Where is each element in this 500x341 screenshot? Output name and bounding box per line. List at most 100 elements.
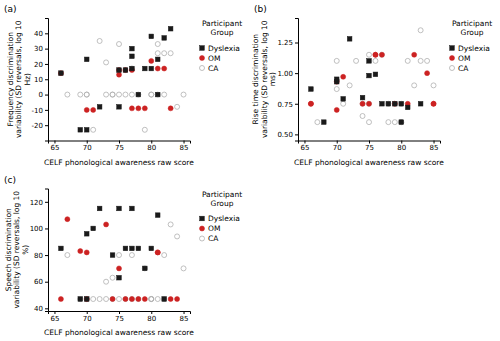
tick-label: 75: [115, 144, 124, 152]
point: [373, 72, 378, 77]
point: [162, 297, 167, 302]
point: [360, 101, 365, 106]
point: [84, 297, 89, 302]
legend-label: OM: [208, 224, 220, 233]
plot-area: [308, 28, 436, 125]
tick-label: 85: [180, 144, 189, 152]
x-axis-title: CELF phonological awareness raw score: [44, 328, 194, 337]
tick: 70: [83, 141, 92, 153]
point: [59, 246, 64, 251]
point: [392, 101, 397, 106]
tick-label: 100: [30, 225, 43, 233]
series: [58, 58, 173, 112]
point: [341, 74, 346, 79]
tick-mark: [401, 141, 402, 144]
point: [149, 92, 154, 97]
point: [104, 279, 109, 284]
legend-entry: Dyslexia: [450, 44, 490, 53]
point: [431, 101, 436, 106]
point: [405, 58, 410, 63]
legend-entry: OM: [200, 54, 221, 63]
tick: 80: [147, 311, 156, 323]
point: [117, 68, 122, 73]
axis-line: [295, 19, 299, 142]
tick: 0.75: [277, 100, 298, 108]
point: [168, 106, 173, 111]
point: [97, 297, 102, 302]
point: [91, 127, 96, 132]
panel-title: (c): [4, 175, 16, 185]
point: [373, 58, 378, 63]
point: [129, 66, 134, 71]
point: [117, 42, 122, 47]
point: [97, 38, 102, 43]
point: [162, 253, 167, 258]
point: [334, 107, 339, 112]
tick-mark: [87, 311, 88, 314]
tick: 65: [50, 311, 59, 323]
point: [91, 226, 96, 231]
y-axis-title: Rise time discriminationvariability (SD …: [251, 20, 277, 138]
point: [65, 253, 70, 258]
tick: 80: [147, 141, 156, 153]
point: [334, 77, 339, 82]
series: [59, 206, 167, 301]
point: [136, 297, 141, 302]
legend-marker: [200, 46, 205, 51]
point: [123, 68, 128, 73]
point: [405, 105, 410, 110]
tick-label: 0.75: [277, 100, 293, 108]
point: [84, 127, 89, 132]
point: [379, 52, 384, 57]
point: [175, 234, 180, 239]
legend-marker: [200, 216, 205, 221]
y-axis: 406080100120: [30, 189, 49, 313]
panel: 65707580850.500.751.001.25(b)CELF phonol…: [251, 4, 492, 167]
tick-label: 80: [397, 144, 406, 152]
tick: 100: [30, 225, 48, 233]
point: [367, 52, 372, 57]
tick-label: 1.00: [277, 70, 293, 78]
y-axis-title: Frequency discriminationvariability (SD …: [6, 20, 32, 138]
legend-title-line: Group: [211, 199, 234, 208]
axis-line: [299, 141, 441, 144]
point: [181, 266, 186, 271]
legend-entry: OM: [200, 224, 221, 233]
tick-label: 60: [34, 278, 43, 286]
point: [181, 92, 186, 97]
point: [84, 107, 89, 112]
point: [334, 87, 339, 92]
tick: 75: [115, 141, 124, 153]
legend-title-line: Participant: [452, 19, 492, 28]
tick-label: 75: [365, 144, 374, 152]
tick: 10: [34, 76, 48, 84]
tick-label: 1.25: [277, 39, 293, 47]
point: [431, 101, 436, 106]
point: [78, 127, 83, 132]
point: [91, 297, 96, 302]
x-axis: 6570758085: [49, 141, 191, 153]
point: [117, 297, 122, 302]
tick-mark: [434, 141, 435, 144]
point: [97, 105, 102, 110]
point: [367, 101, 372, 106]
tick: 85: [180, 311, 189, 323]
point: [308, 101, 313, 106]
legend: ParticipantGroupDyslexiaOMCA: [450, 19, 493, 73]
series: [58, 217, 179, 302]
point: [149, 92, 154, 97]
tick: 40: [34, 305, 48, 313]
point: [136, 297, 141, 302]
point: [130, 46, 135, 51]
axis-line: [45, 19, 49, 142]
legend-entry: Dyslexia: [200, 44, 240, 53]
legend-label: Dyslexia: [458, 44, 490, 53]
point: [129, 297, 134, 302]
tick: 0.50: [277, 131, 298, 139]
point: [142, 127, 147, 132]
y-axis-title-line: ms): [268, 72, 277, 86]
point: [354, 58, 359, 63]
point: [117, 275, 122, 280]
point: [168, 222, 173, 227]
series: [309, 37, 423, 125]
